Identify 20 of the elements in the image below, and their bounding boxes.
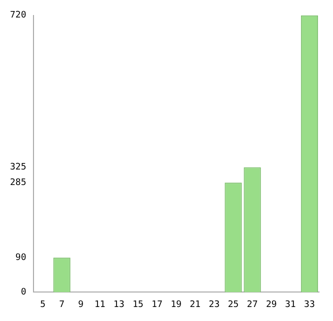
x-tick-label: 31: [285, 300, 296, 310]
y-tick-label: 720: [10, 10, 26, 21]
x-tick-label: 17: [152, 300, 162, 310]
y-tick-label: 285: [10, 178, 26, 188]
x-tick-label: 19: [170, 300, 182, 310]
x-tick-label: 29: [266, 300, 277, 310]
x-tick-label: 11: [94, 300, 106, 310]
y-tick-label: 325: [10, 162, 26, 173]
x-tick-label: 13: [114, 300, 124, 310]
x-tick-label: 25: [228, 300, 239, 310]
x-tick-label: 21: [190, 300, 201, 310]
x-tick-label: 15: [132, 300, 144, 310]
y-tick-label: 90: [15, 252, 26, 263]
y-tick-label: 0: [20, 288, 26, 298]
x-tick-label: 33: [304, 300, 315, 310]
x-tick-label: 7: [59, 300, 65, 310]
x-tick-label: 5: [40, 300, 46, 310]
x-tick-label: 9: [78, 300, 84, 310]
x-tick-label: 23: [208, 300, 220, 310]
x-tick-label: 27: [246, 300, 258, 310]
